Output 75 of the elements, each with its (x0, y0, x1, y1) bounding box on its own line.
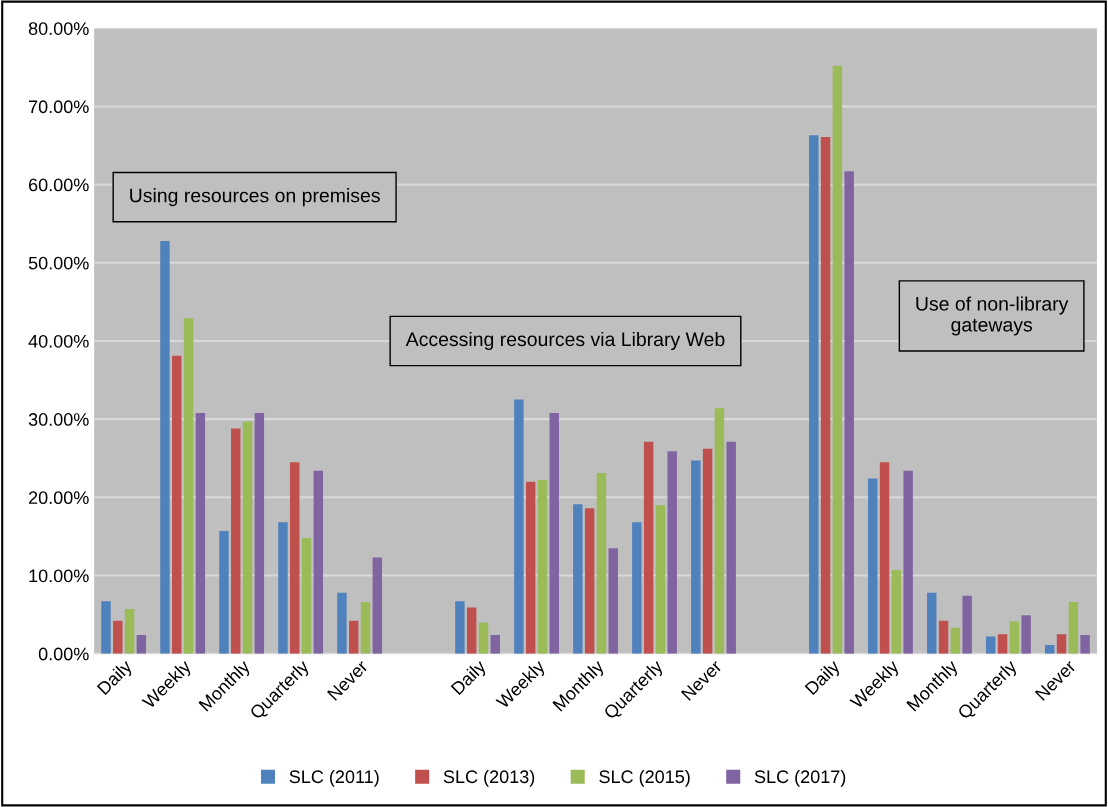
bar (1080, 634, 1090, 654)
bar (372, 557, 383, 654)
annotation: Using resources on premises (130, 188, 380, 207)
bar (254, 412, 265, 654)
y-tick-label: 10.00% (29, 569, 89, 583)
y-tick-label: 40.00% (28, 334, 89, 348)
annotation: Accessing resources via Library Web (405, 331, 725, 351)
bar (455, 601, 465, 654)
bar (573, 504, 583, 654)
bar (903, 470, 913, 654)
bar (549, 412, 559, 654)
y-tick-label: 50.00% (28, 256, 89, 270)
bar (832, 65, 843, 654)
bar (702, 448, 713, 654)
bar (844, 171, 854, 654)
y-tick-label: 30.00% (28, 413, 89, 426)
bar (172, 355, 182, 654)
bar (927, 592, 937, 654)
bar (360, 602, 371, 654)
bar (313, 470, 324, 654)
bar (183, 318, 194, 654)
y-tick-label: 70.00% (29, 100, 89, 114)
bar (113, 620, 123, 654)
bar (290, 462, 300, 654)
legend-label: SLC (2015) (599, 769, 690, 787)
bar (950, 627, 961, 654)
bar (1021, 615, 1031, 654)
bar (891, 570, 902, 654)
bar (667, 451, 677, 654)
bar (219, 530, 229, 654)
bar (632, 522, 642, 654)
bar (691, 460, 701, 654)
bar (478, 622, 489, 654)
bar (136, 634, 147, 654)
bar (101, 601, 111, 654)
y-tick-label: 80.00% (28, 22, 89, 35)
legend-label: SLC (2011) (289, 769, 379, 787)
bar (997, 634, 1008, 654)
bar (242, 421, 253, 654)
bar (278, 522, 288, 654)
bar (809, 135, 819, 654)
bar (584, 508, 595, 654)
bar (655, 505, 666, 654)
bar (195, 412, 206, 654)
bar (490, 634, 500, 654)
bar (514, 399, 524, 654)
bar (726, 441, 736, 654)
bar (124, 609, 135, 654)
bar (714, 408, 725, 654)
bar (525, 481, 536, 654)
y-tick-label: 60.00% (29, 178, 89, 192)
bar (596, 473, 607, 654)
bar (337, 592, 347, 654)
annotation: Use of non-library gateways (916, 296, 1069, 336)
bar (868, 478, 878, 654)
bar (160, 240, 170, 654)
bar (962, 595, 972, 654)
bar (466, 607, 477, 654)
y-tick-label: 0.00% (38, 647, 89, 661)
legend-label: SLC (2017) (754, 769, 846, 787)
y-tick-label: 20.00% (28, 491, 89, 505)
bar (348, 620, 359, 654)
bar (231, 428, 241, 654)
bar (938, 620, 949, 654)
bar (1056, 634, 1067, 654)
bar (537, 480, 548, 654)
bar (301, 537, 312, 654)
bar (1068, 602, 1079, 654)
bar (643, 441, 654, 654)
bar (820, 136, 831, 654)
bar (1009, 621, 1020, 654)
bar (608, 548, 618, 654)
bar (986, 636, 996, 654)
bar (879, 462, 890, 654)
legend-label: SLC (2013) (443, 769, 535, 787)
